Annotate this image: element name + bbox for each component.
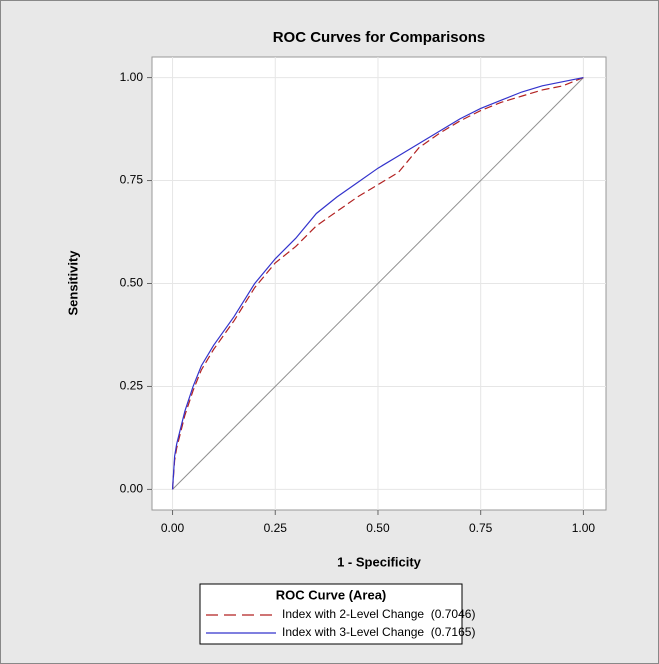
x-axis-label: 1 - Specificity — [337, 554, 422, 569]
x-tick-label: 0.50 — [366, 521, 390, 535]
chart-title: ROC Curves for Comparisons — [273, 29, 486, 46]
legend-label: Index with 2-Level Change (0.7046) — [282, 607, 475, 621]
y-tick-label: 0.00 — [120, 482, 144, 496]
legend-label: Index with 3-Level Change (0.7165) — [282, 625, 475, 639]
x-tick-label: 0.00 — [161, 521, 185, 535]
y-tick-label: 0.25 — [120, 379, 144, 393]
legend-title: ROC Curve (Area) — [276, 587, 387, 602]
legend — [199, 583, 463, 645]
y-tick-label: 1.00 — [120, 70, 144, 84]
x-tick-label: 1.00 — [572, 521, 596, 535]
reference-line — [172, 77, 584, 490]
y-tick-label: 0.50 — [120, 276, 144, 290]
y-tick-label: 0.75 — [120, 173, 144, 187]
y-axis-label: Sensitivity — [65, 250, 80, 316]
line — [171, 77, 584, 490]
x-tick-label: 0.75 — [469, 521, 493, 535]
line — [171, 77, 584, 490]
x-tick-label: 0.25 — [264, 521, 288, 535]
